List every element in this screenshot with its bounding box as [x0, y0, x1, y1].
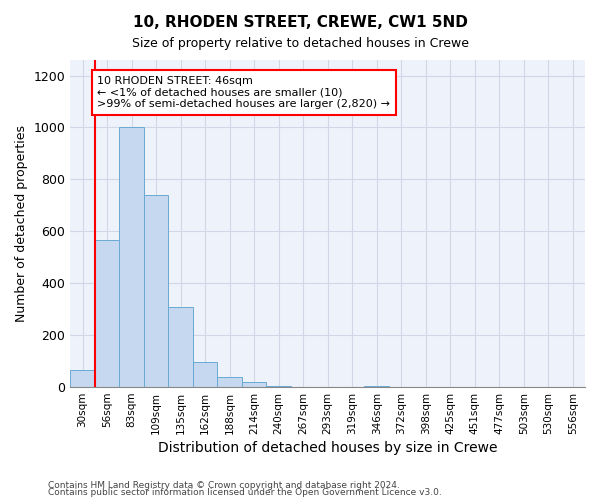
Bar — [95, 240, 119, 387]
Text: Contains public sector information licensed under the Open Government Licence v3: Contains public sector information licen… — [48, 488, 442, 497]
Text: 10, RHODEN STREET, CREWE, CW1 5ND: 10, RHODEN STREET, CREWE, CW1 5ND — [133, 15, 467, 30]
Y-axis label: Number of detached properties: Number of detached properties — [15, 125, 28, 322]
Bar — [70, 370, 95, 387]
Bar — [364, 386, 389, 387]
Bar — [119, 128, 144, 387]
Bar — [266, 386, 291, 387]
Text: Contains HM Land Registry data © Crown copyright and database right 2024.: Contains HM Land Registry data © Crown c… — [48, 480, 400, 490]
Bar — [193, 362, 217, 387]
Text: 10 RHODEN STREET: 46sqm
← <1% of detached houses are smaller (10)
>99% of semi-d: 10 RHODEN STREET: 46sqm ← <1% of detache… — [97, 76, 390, 109]
Bar — [217, 376, 242, 387]
Bar — [144, 195, 169, 387]
X-axis label: Distribution of detached houses by size in Crewe: Distribution of detached houses by size … — [158, 441, 497, 455]
Bar — [169, 306, 193, 387]
Bar — [242, 382, 266, 387]
Text: Size of property relative to detached houses in Crewe: Size of property relative to detached ho… — [131, 38, 469, 51]
